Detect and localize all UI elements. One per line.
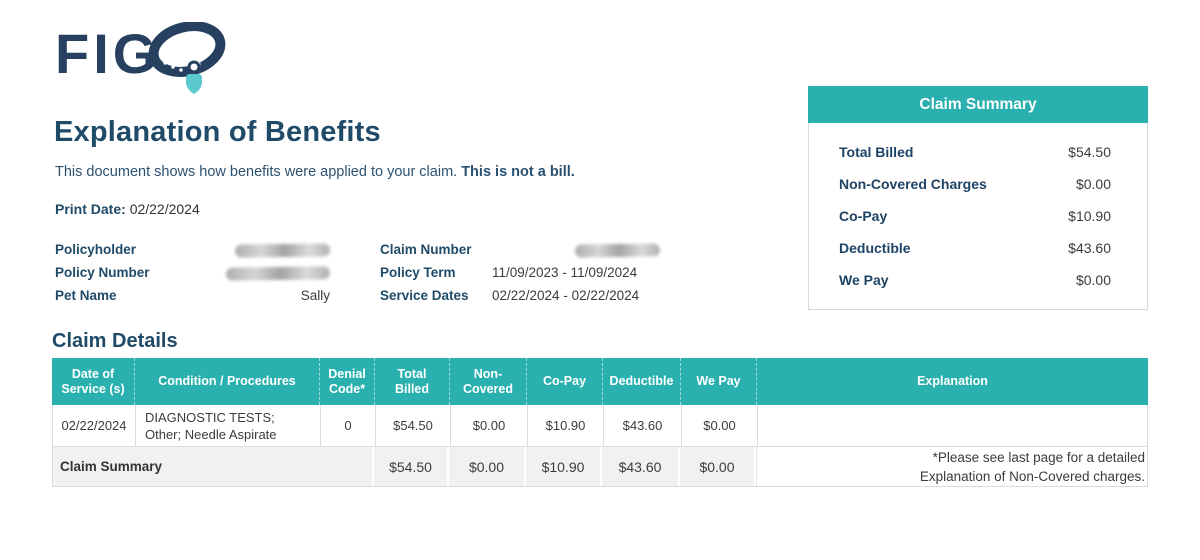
table-row: 02/22/2024 DIAGNOSTIC TESTS; Other; Need…: [52, 405, 1148, 447]
non-covered-label: Non-Covered Charges: [839, 176, 987, 192]
cell-date-of-service: 02/22/2024: [53, 405, 136, 446]
summary-cell-total-billed: $54.50: [374, 447, 449, 486]
policyholder-row: Policyholder: [55, 238, 331, 261]
cell-explanation: [758, 405, 1149, 446]
summary-total-billed-row: Total Billed $54.50: [809, 136, 1147, 168]
policy-info-left: Policyholder Policy Number Pet Name Sall…: [55, 238, 331, 307]
footnote-line-1: *Please see last page for a detailed: [932, 449, 1145, 465]
figo-logo-graphic: FIG: [55, 21, 226, 94]
pet-name-label: Pet Name: [55, 288, 117, 303]
col-header-deductible: Deductible: [603, 358, 681, 405]
claim-summary-header: Claim Summary: [808, 86, 1148, 123]
non-covered-value: $0.00: [1075, 176, 1111, 192]
col-header-denial-code: Denial Code*: [320, 358, 375, 405]
claim-details-title: Claim Details: [52, 330, 178, 352]
service-dates-label: Service Dates: [380, 288, 469, 303]
non-covered-footnote: *Please see last page for a detailed Exp…: [756, 447, 1147, 486]
policyholder-value: [180, 242, 331, 258]
policy-term-value: 11/09/2023 - 11/09/2024: [492, 265, 638, 280]
claim-summary-box: Claim Summary Total Billed $54.50 Non-Co…: [808, 86, 1148, 310]
policy-info-right: Claim Number Policy Term 11/09/2023 - 11…: [380, 238, 672, 307]
pet-name-value: Sally: [300, 288, 330, 303]
total-billed-label: Total Billed: [839, 144, 914, 160]
summary-cell-co-pay: $10.90: [526, 447, 602, 486]
footnote-line-2: Explanation of Non-Covered charges.: [919, 468, 1145, 484]
summary-non-covered-row: Non-Covered Charges $0.00: [809, 168, 1147, 200]
policy-number-row: Policy Number: [55, 261, 331, 284]
pet-name-row: Pet Name Sally: [55, 284, 330, 307]
policy-number-value: [180, 265, 331, 281]
policyholder-label: Policyholder: [55, 242, 137, 257]
cell-condition-procedures: DIAGNOSTIC TESTS; Other; Needle Aspirate: [136, 405, 321, 446]
redacted-policyholder: [234, 243, 331, 258]
subtitle-text: This document shows how benefits were ap…: [55, 164, 462, 180]
we-pay-label: We Pay: [839, 272, 889, 288]
figo-wordmark: FIG: [55, 22, 160, 85]
table-header-row: Date of Service (s) Condition / Procedur…: [52, 358, 1148, 405]
redacted-policy-number: [225, 266, 331, 281]
summary-we-pay-row: We Pay $0.00: [809, 264, 1147, 296]
figo-logo: FIG: [55, 21, 230, 106]
we-pay-value: $0.00: [1075, 272, 1111, 288]
summary-cell-non-covered: $0.00: [449, 447, 526, 486]
total-billed-value: $54.50: [1068, 144, 1111, 160]
summary-co-pay-row: Co-Pay $10.90: [809, 200, 1147, 232]
policy-term-label: Policy Term: [380, 265, 456, 280]
cell-total-billed: $54.50: [376, 405, 451, 446]
collar-o-icon: [148, 21, 226, 77]
col-header-total-billed: Total Billed: [375, 358, 450, 405]
claim-number-row: Claim Number: [380, 238, 672, 261]
claim-summary-title: Claim Summary: [919, 95, 1037, 113]
cell-denial-code: 0: [321, 405, 376, 446]
subtitle-not-a-bill: This is not a bill.: [461, 164, 575, 180]
claim-details-table: Date of Service (s) Condition / Procedur…: [52, 358, 1148, 487]
claim-summary-body: Total Billed $54.50 Non-Covered Charges …: [808, 123, 1148, 310]
col-header-non-covered: Non-Covered: [450, 358, 527, 405]
col-header-co-pay: Co-Pay: [527, 358, 603, 405]
claim-number-value: [492, 242, 672, 258]
deductible-label: Deductible: [839, 240, 911, 256]
page-title: Explanation of Benefits: [54, 116, 381, 148]
cell-non-covered: $0.00: [451, 405, 528, 446]
claim-number-label: Claim Number: [380, 242, 472, 257]
cell-we-pay: $0.00: [682, 405, 758, 446]
policy-term-row: Policy Term 11/09/2023 - 11/09/2024: [380, 261, 672, 284]
document-subtitle: This document shows how benefits were ap…: [55, 164, 575, 180]
print-date: Print Date: 02/22/2024: [55, 201, 200, 217]
col-header-date-of-service: Date of Service (s): [52, 358, 135, 405]
col-header-explanation: Explanation: [917, 374, 988, 388]
summary-cell-we-pay: $0.00: [680, 447, 756, 486]
table-summary-row: Claim Summary $54.50 $0.00 $10.90 $43.60…: [52, 447, 1148, 487]
co-pay-label: Co-Pay: [839, 208, 888, 224]
summary-cell-deductible: $43.60: [602, 447, 680, 486]
cell-co-pay: $10.90: [528, 405, 604, 446]
summary-row-label: Claim Summary: [53, 447, 374, 486]
policy-number-label: Policy Number: [55, 265, 150, 280]
print-date-value: 02/22/2024: [129, 201, 200, 217]
col-header-we-pay: We Pay: [681, 358, 757, 405]
service-dates-value: 02/22/2024 - 02/22/2024: [492, 288, 640, 303]
co-pay-value: $10.90: [1068, 208, 1111, 224]
summary-deductible-row: Deductible $43.60: [809, 232, 1147, 264]
col-header-condition-procedures: Condition / Procedures: [135, 358, 320, 405]
service-dates-row: Service Dates 02/22/2024 - 02/22/2024: [380, 284, 672, 307]
redacted-claim-number: [574, 243, 661, 258]
pendant-icon: [186, 74, 202, 94]
cell-deductible: $43.60: [604, 405, 682, 446]
deductible-value: $43.60: [1068, 240, 1111, 256]
print-date-label: Print Date:: [55, 201, 126, 217]
